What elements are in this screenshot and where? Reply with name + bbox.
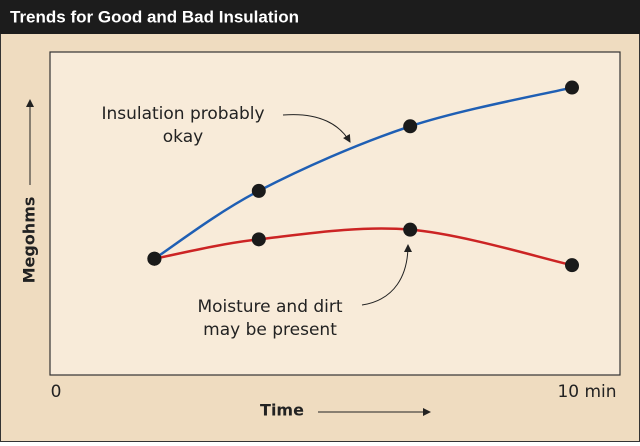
y-axis-label: Megohms — [20, 197, 39, 284]
header — [0, 0, 640, 34]
x-tick-label: 10 min — [557, 382, 616, 402]
data-point — [565, 80, 579, 95]
annotation-arrow — [361, 244, 412, 306]
data-point — [403, 222, 418, 237]
x-axis-label: Time — [260, 401, 304, 420]
data-point — [565, 258, 579, 273]
series-line — [153, 86, 573, 260]
data-point — [251, 183, 266, 198]
plot-area — [49, 51, 621, 376]
chart-title: Trends for Good and Bad Insulation — [10, 7, 299, 26]
data-point — [403, 119, 418, 134]
annotation-arrow — [282, 114, 351, 143]
x-tick-label: 0 — [51, 382, 62, 402]
annotation: Moisture and dirt — [197, 297, 342, 317]
annotation: Insulation probably — [101, 104, 264, 124]
data-point — [251, 232, 266, 247]
data-point — [147, 251, 162, 266]
annotation: may be present — [203, 320, 337, 340]
annotation: okay — [163, 127, 203, 147]
series-line — [154, 227, 573, 267]
